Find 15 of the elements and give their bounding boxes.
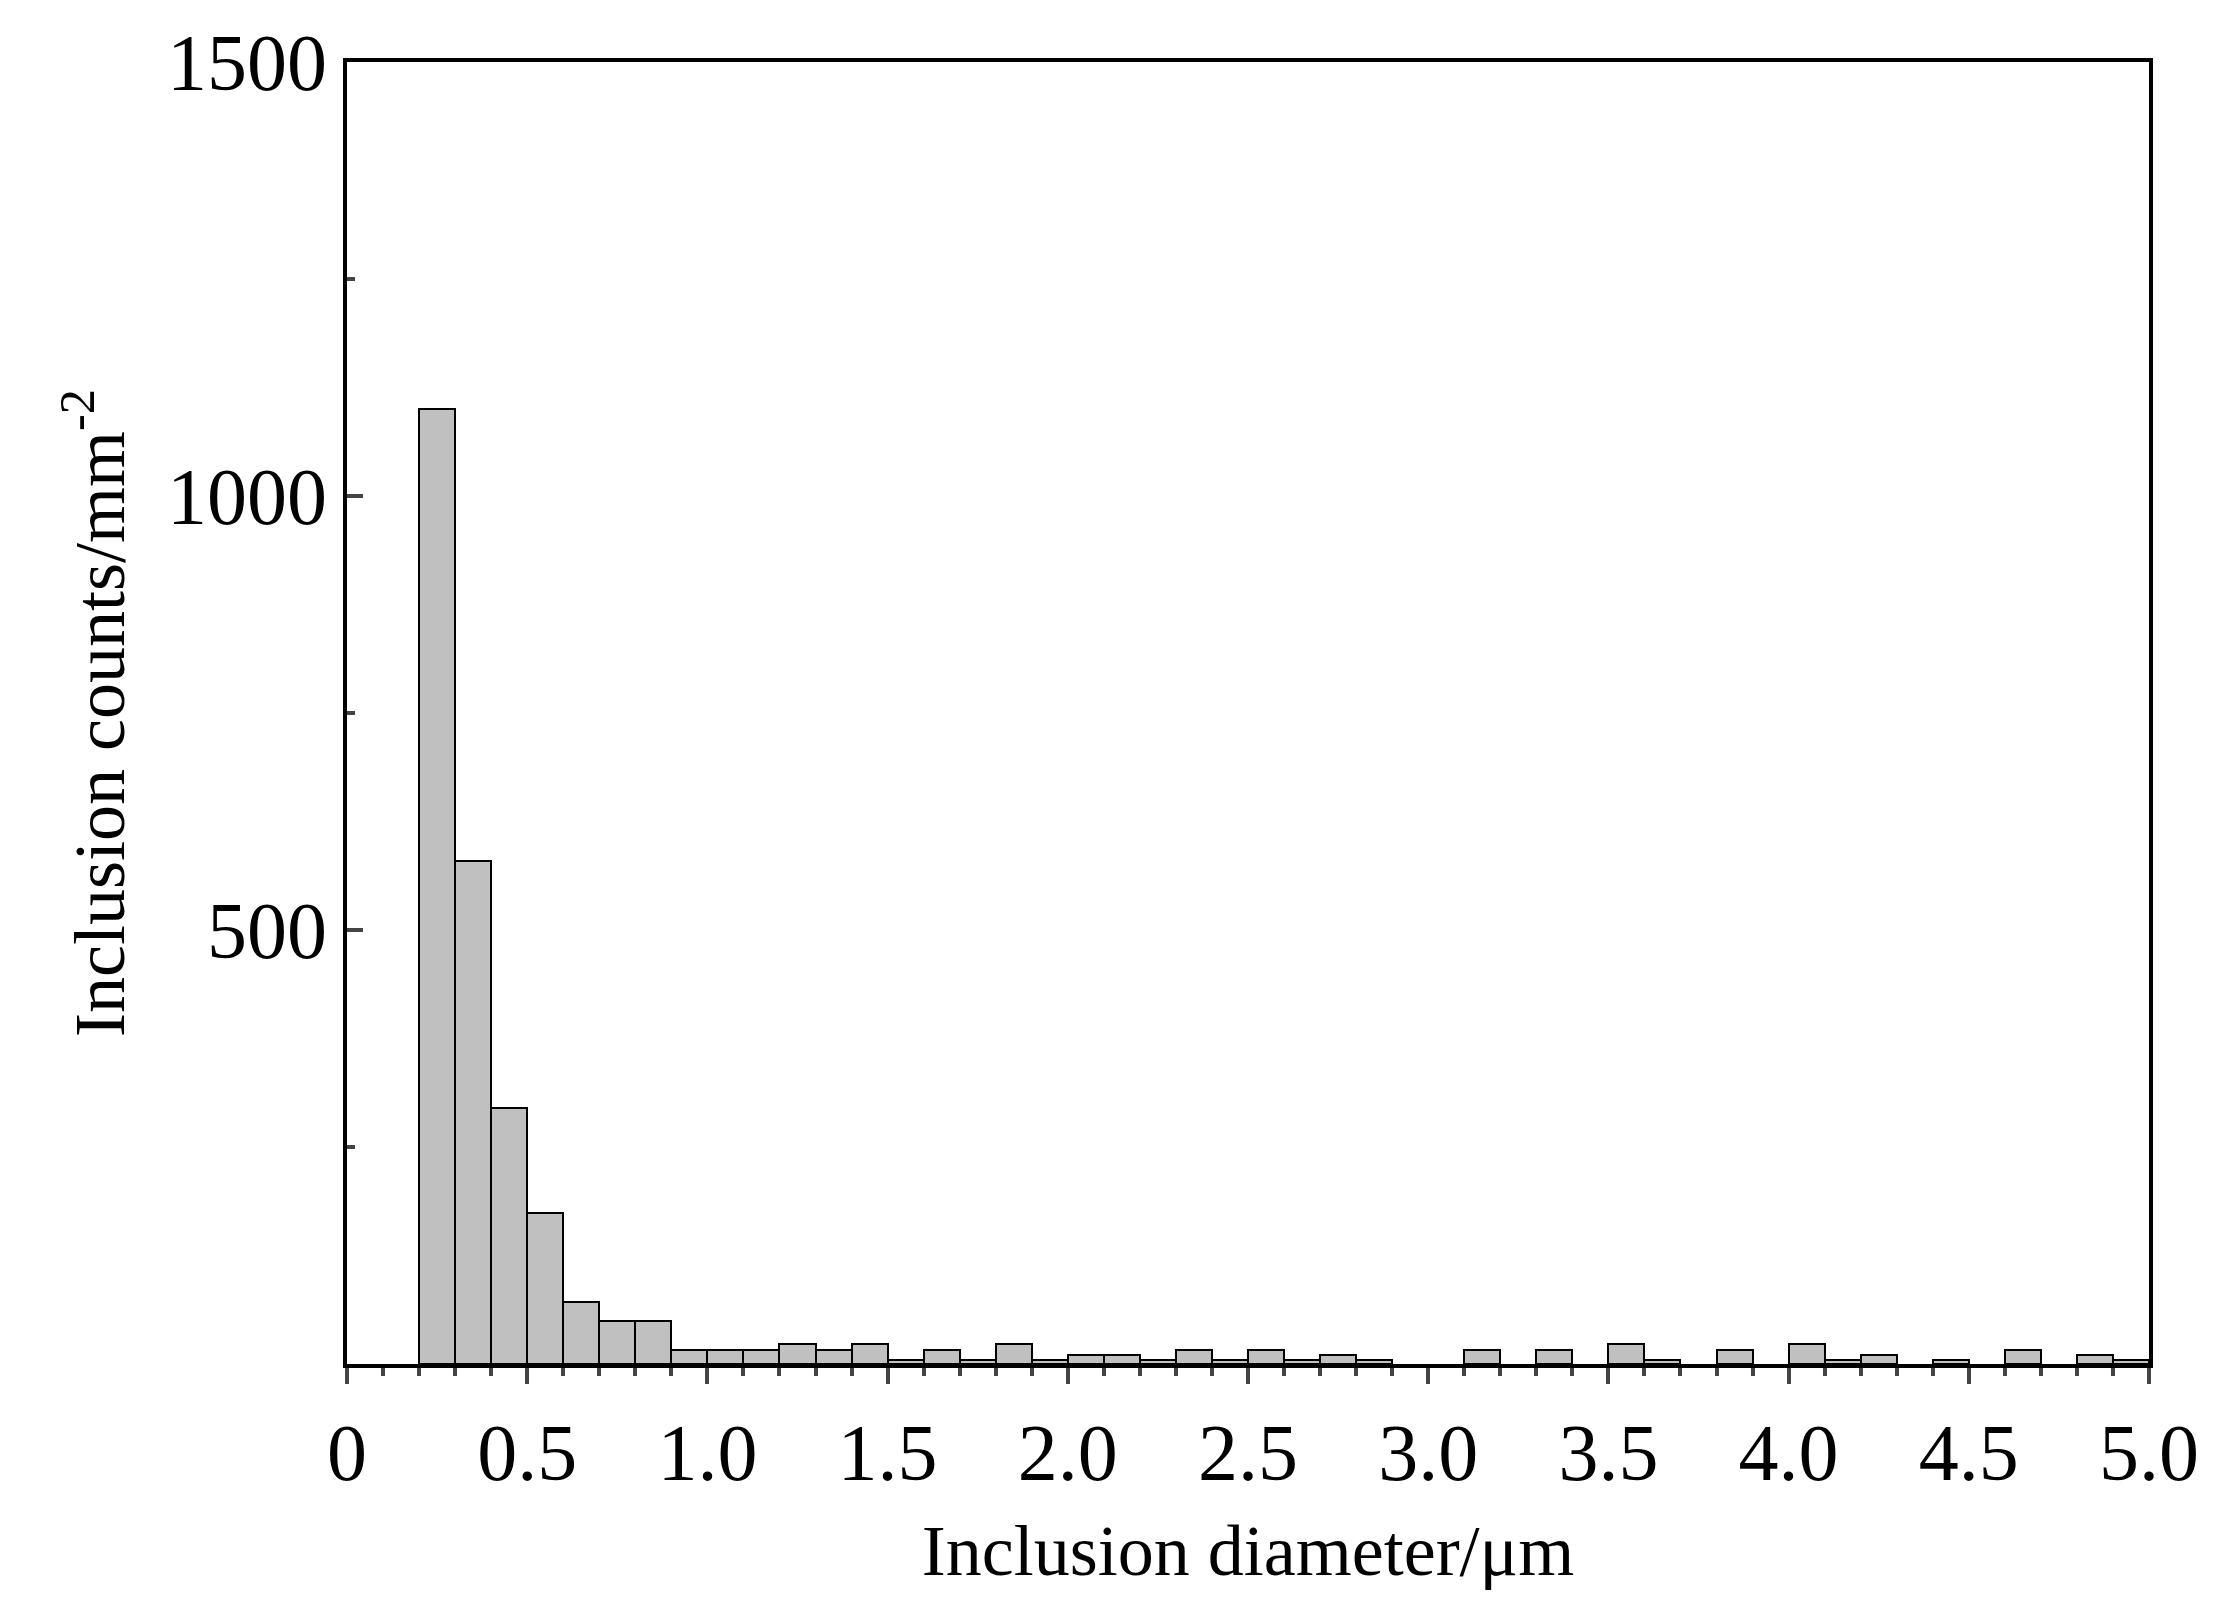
x-tick-label: 2.5 — [1198, 1409, 1298, 1497]
x-tick-label: 3.5 — [1558, 1409, 1659, 1497]
y-tick-label: 1000 — [167, 453, 327, 541]
x-tick-label: 1.5 — [837, 1409, 938, 1497]
x-tick-label: 0.5 — [477, 1409, 578, 1497]
y-tick-label: 1500 — [167, 19, 327, 107]
x-tick-label: 1.0 — [657, 1409, 758, 1497]
x-tick-label: 3.0 — [1378, 1409, 1479, 1497]
x-tick-label: 4.0 — [1738, 1409, 1839, 1497]
x-tick-label: 5.0 — [2099, 1409, 2199, 1497]
x-tick-label: 0 — [327, 1409, 367, 1497]
x-tick-label: 4.5 — [1918, 1409, 2019, 1497]
x-tick-label: 2.0 — [1017, 1409, 1118, 1497]
y-tick-label: 500 — [207, 887, 327, 975]
x-axis-title: Inclusion diameter/μm — [921, 1511, 1575, 1592]
